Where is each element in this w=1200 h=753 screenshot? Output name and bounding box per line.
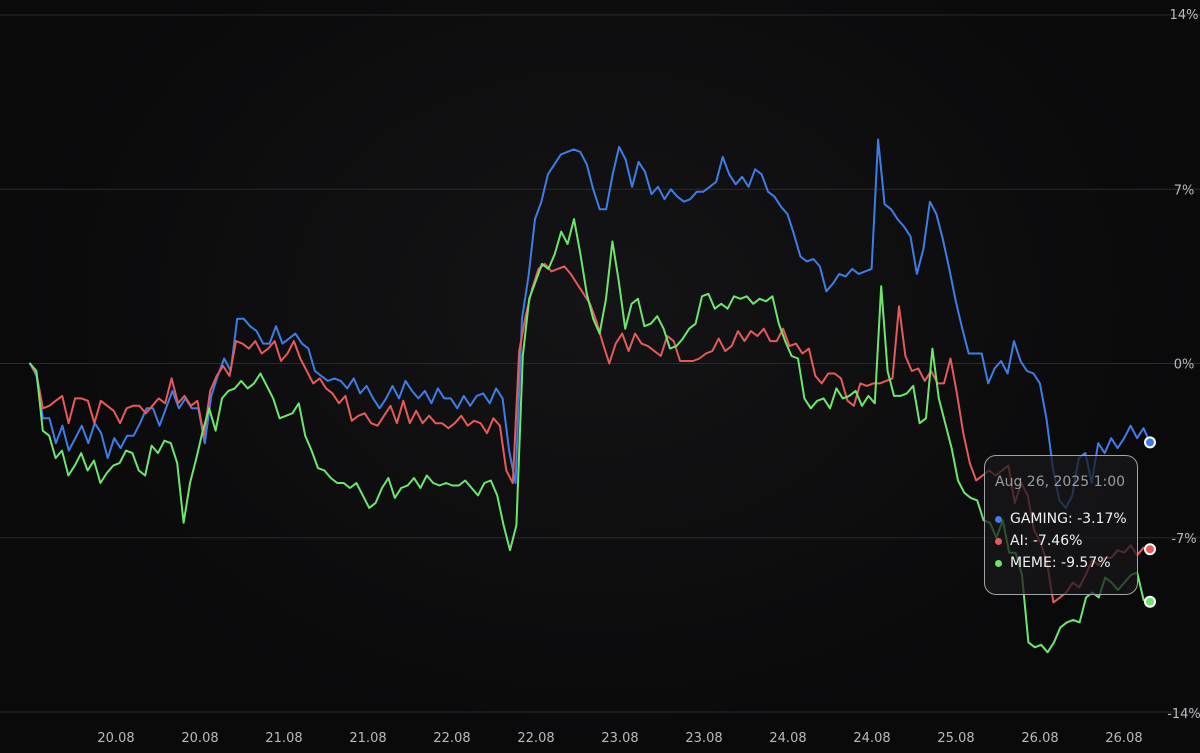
x-axis-ticks: 20.08 20.08 21.08 21.08 22.08 22.08 23.08 23.08…: [97, 731, 1142, 746]
series-line-meme: [29, 218, 1151, 654]
end-marker-meme: [1144, 595, 1156, 608]
y-tick-label: -14%: [1167, 707, 1200, 722]
x-tick-label: 20.08: [97, 731, 134, 746]
x-tick-label: 21.08: [349, 731, 386, 746]
x-tick-label: 25.08: [937, 731, 974, 746]
ai-dot-icon: [995, 537, 1002, 545]
x-tick-label: 26.08: [1105, 731, 1142, 746]
tooltip-row-gaming: GAMING: -3.17%: [995, 508, 1127, 530]
meme-dot-icon: [995, 559, 1002, 567]
x-tick-label: 22.08: [433, 731, 470, 746]
y-tick-label: 0%: [1174, 358, 1195, 373]
end-marker-gaming: [1144, 436, 1156, 449]
tooltip-row-ai: AI: -7.46%: [995, 530, 1127, 552]
tooltip-row-meme: MEME: -9.57%: [995, 552, 1127, 574]
y-tick-label: 7%: [1174, 183, 1195, 198]
y-tick-label: -7%: [1171, 532, 1196, 547]
end-marker-ai: [1144, 543, 1156, 556]
x-tick-label: 26.08: [1021, 731, 1058, 746]
series-line-gaming: [29, 138, 1151, 509]
grid-lines: [0, 14, 1200, 713]
tooltip-date: Aug 26, 2025 1:00: [995, 474, 1126, 490]
x-tick-label: 20.08: [181, 731, 218, 746]
end-markers: [1144, 436, 1156, 608]
gaming-dot-icon: [995, 515, 1002, 523]
series-lines: [29, 138, 1151, 654]
x-tick-label: 21.08: [265, 731, 302, 746]
x-tick-label: 22.08: [517, 731, 554, 746]
tooltip-meme-value: MEME: -9.57%: [1010, 555, 1111, 571]
y-axis-ticks: 14% 7% 0% -7% -14%: [1167, 8, 1200, 722]
x-tick-label: 24.08: [853, 731, 890, 746]
x-tick-label: 23.08: [601, 731, 638, 746]
series-line-ai: [29, 262, 1151, 604]
x-tick-label: 24.08: [769, 731, 806, 746]
x-tick-label: 23.08: [685, 731, 722, 746]
tooltip-ai-value: AI: -7.46%: [1010, 533, 1083, 549]
hover-tooltip: Aug 26, 2025 1:00 GAMING: -3.17% AI: -7.…: [984, 455, 1138, 595]
tooltip-gaming-value: GAMING: -3.17%: [1010, 511, 1127, 527]
y-tick-label: 14%: [1170, 8, 1199, 23]
